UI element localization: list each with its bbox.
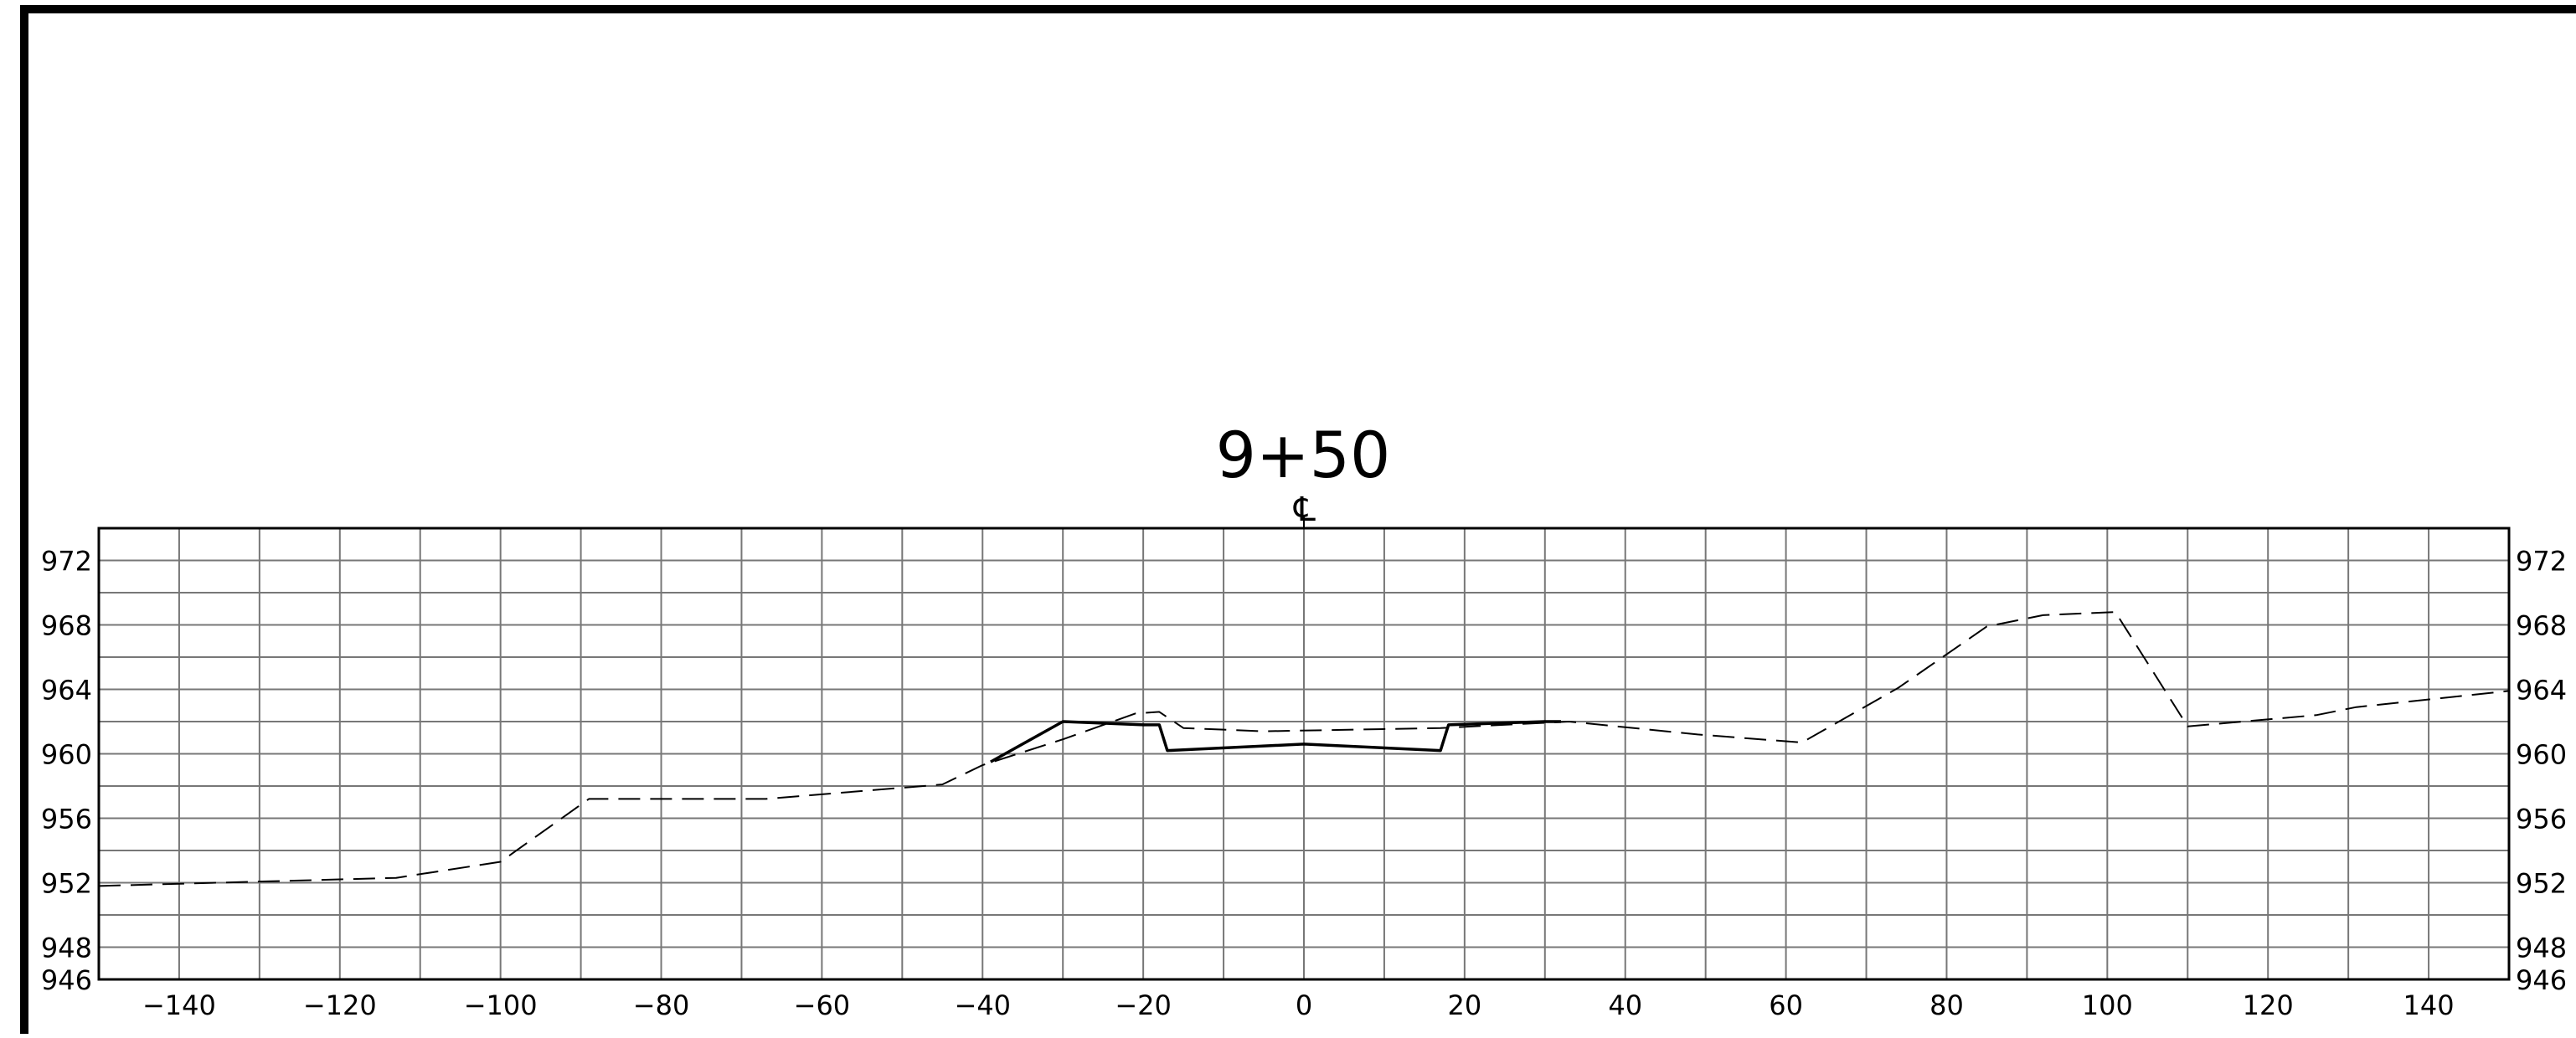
offset-tick-label: −20 <box>1115 989 1172 1021</box>
offset-tick-label: 20 <box>1448 989 1482 1021</box>
offset-tick-label: 80 <box>1929 989 1964 1021</box>
offset-tick-label: 40 <box>1608 989 1642 1021</box>
section-grid <box>97 516 2511 981</box>
elevation-tick-label: 968 <box>41 610 92 642</box>
elevation-tick-label: 956 <box>41 804 92 835</box>
elevation-tick-label: 964 <box>41 675 92 707</box>
offset-tick-label: −80 <box>633 989 690 1021</box>
profile-lines <box>98 611 2510 887</box>
offset-tick-label: 0 <box>1296 989 1312 1021</box>
offset-tick-label: 100 <box>2082 989 2133 1021</box>
offset-tick-label: −60 <box>794 989 851 1021</box>
elevation-tick-label: 972 <box>2516 546 2567 578</box>
elevation-tick-label: 968 <box>2516 610 2567 642</box>
offset-tick-label: 120 <box>2243 989 2294 1021</box>
elevation-tick-label: 956 <box>2516 804 2567 835</box>
elevation-tick-label: 972 <box>41 546 92 578</box>
offset-labels: −140 −120 −100 −80 −60 −40 −20 0 20 40 60 80 100 120 1… <box>142 989 2455 1021</box>
offset-tick-label: −40 <box>955 989 1012 1021</box>
offset-tick-label: −100 <box>464 989 538 1021</box>
elevation-tick-label: 960 <box>2516 739 2567 771</box>
elevation-tick-label: 952 <box>2516 868 2567 900</box>
existing-ground-line <box>98 611 2510 887</box>
station-label: 9+50 <box>1216 418 1391 492</box>
elevation-tick-label: 960 <box>41 739 92 771</box>
offset-tick-label: −140 <box>142 989 216 1021</box>
offset-tick-label: 60 <box>1769 989 1803 1021</box>
elevation-tick-label: 946 <box>41 964 92 996</box>
elevation-tick-label: 948 <box>41 933 92 964</box>
elevation-tick-label: 964 <box>2516 675 2567 707</box>
centerline-mark: ℄ <box>1293 491 1316 529</box>
elevation-tick-label: 946 <box>2516 964 2567 996</box>
proposed-section-line <box>990 720 1561 763</box>
offset-tick-label: 140 <box>2403 989 2455 1021</box>
sheet-border <box>20 5 2576 1034</box>
elevation-tick-label: 948 <box>2516 933 2567 964</box>
elevation-tick-label: 952 <box>41 868 92 900</box>
offset-tick-label: −120 <box>303 989 377 1021</box>
